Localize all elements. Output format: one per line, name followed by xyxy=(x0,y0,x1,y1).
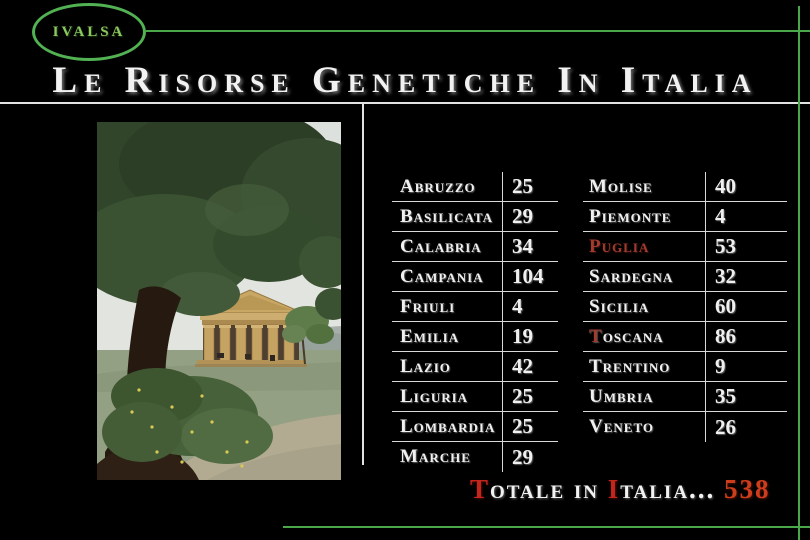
table-row: Lombardia 25 xyxy=(392,412,558,442)
region-name: Campania xyxy=(400,265,484,287)
table-row: Sardegna 32 xyxy=(583,262,787,292)
region-name-red-initial: Toscana xyxy=(589,325,664,347)
region-value: 29 xyxy=(502,202,558,231)
region-name: Basilicata xyxy=(400,205,493,227)
region-value: 42 xyxy=(502,352,558,381)
table-row: Molise 40 xyxy=(583,172,787,202)
region-value: 104 xyxy=(502,262,558,291)
region-name: Sicilia xyxy=(589,295,650,317)
region-name: Piemonte xyxy=(589,205,672,227)
table-row: Abruzzo 25 xyxy=(392,172,558,202)
table-row: Puglia 53 xyxy=(583,232,787,262)
right-green-rule xyxy=(798,6,800,540)
region-name: Emilia xyxy=(400,325,460,347)
region-value: 26 xyxy=(705,412,787,442)
table-row: Veneto 26 xyxy=(583,412,787,442)
region-name: Veneto xyxy=(589,416,654,437)
region-name: Liguria xyxy=(400,385,469,407)
region-value: 34 xyxy=(502,232,558,261)
table-row: Trentino 9 xyxy=(583,352,787,382)
table-row: Sicilia 60 xyxy=(583,292,787,322)
region-name: Molise xyxy=(589,175,653,197)
region-value: 25 xyxy=(502,412,558,441)
table-row: Friuli 4 xyxy=(392,292,558,322)
table-row: Toscana 86 xyxy=(583,322,787,352)
regions-table-left: Abruzzo 25 Basilicata 29 Calabria 34 Cam… xyxy=(392,172,558,472)
table-row: Marche 29 xyxy=(392,442,558,472)
page-title: Le Risorse Genetiche In Italia xyxy=(52,60,758,101)
region-name: Marche xyxy=(400,446,471,467)
region-value: 86 xyxy=(705,322,787,351)
table-row: Lazio 42 xyxy=(392,352,558,382)
table-row: Piemonte 4 xyxy=(583,202,787,232)
table-row: Emilia 19 xyxy=(392,322,558,352)
total-initial-i: I xyxy=(607,474,621,504)
region-name: Calabria xyxy=(400,235,482,257)
region-name: Lazio xyxy=(400,355,451,377)
table-row: Basilicata 29 xyxy=(392,202,558,232)
ivalsa-logo-ellipse: IVALSA xyxy=(32,3,146,61)
ivalsa-logo-text: IVALSA xyxy=(52,23,126,40)
region-value: 25 xyxy=(502,382,558,411)
region-value: 4 xyxy=(705,202,787,231)
title-divider-rule xyxy=(0,102,810,104)
region-value: 4 xyxy=(502,292,558,321)
region-value: 9 xyxy=(705,352,787,381)
total-text-1: otale in xyxy=(490,474,608,504)
table-row: Umbria 35 xyxy=(583,382,787,412)
vertical-divider-rule xyxy=(362,103,364,465)
region-value: 60 xyxy=(705,292,787,321)
region-name: Lombardia xyxy=(400,415,496,437)
total-line: Totale in Italia... 538 xyxy=(470,474,800,505)
bottom-green-rule xyxy=(283,526,810,528)
total-value: 538 xyxy=(724,474,771,504)
region-value: 35 xyxy=(705,382,787,411)
temple-olive-photo xyxy=(97,122,341,480)
regions-table-right: Molise 40 Piemonte 4 Puglia 53 Sardegna … xyxy=(583,172,787,442)
header-green-rule xyxy=(146,30,810,32)
table-row: Campania 104 xyxy=(392,262,558,292)
total-text-2: talia... xyxy=(620,474,725,504)
region-value: 19 xyxy=(502,322,558,351)
region-name: Umbria xyxy=(589,385,654,407)
table-row: Liguria 25 xyxy=(392,382,558,412)
table-row: Calabria 34 xyxy=(392,232,558,262)
region-value: 25 xyxy=(502,172,558,201)
region-name-highlighted: Puglia xyxy=(589,235,650,257)
region-name: Friuli xyxy=(400,295,456,317)
temple-olive-photo-image xyxy=(97,122,341,480)
region-name: Trentino xyxy=(589,355,671,377)
region-value: 29 xyxy=(502,442,558,472)
region-name: Sardegna xyxy=(589,265,674,287)
region-value: 53 xyxy=(705,232,787,261)
region-name: Abruzzo xyxy=(400,175,476,197)
region-value: 40 xyxy=(705,172,787,201)
total-initial-t: T xyxy=(470,474,491,504)
region-value: 32 xyxy=(705,262,787,291)
